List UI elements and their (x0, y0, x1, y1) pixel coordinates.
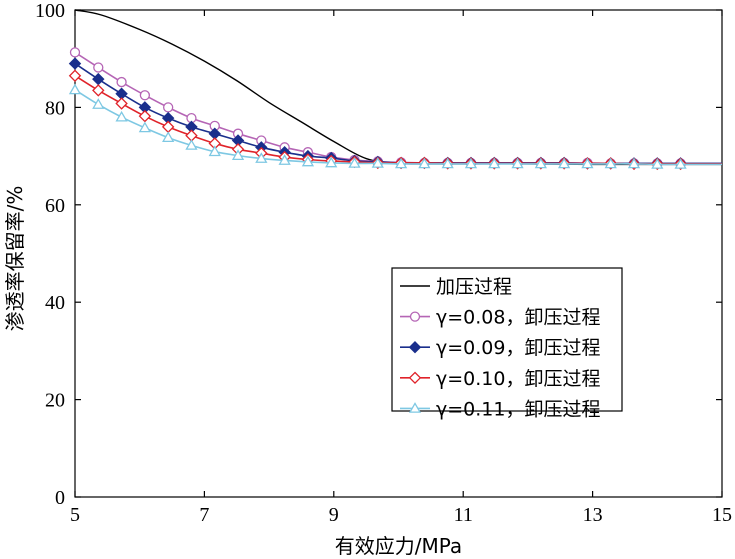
data-point (92, 72, 105, 86)
data-point (534, 157, 547, 169)
data-point (161, 120, 175, 134)
data-point (92, 98, 105, 109)
legend-item: γ=0.10，卸压过程 (400, 368, 600, 390)
legend-marker (409, 311, 421, 322)
series-line (74, 89, 722, 166)
data-point (604, 157, 617, 169)
data-point (138, 121, 151, 133)
data-point (511, 157, 524, 169)
data-point (488, 157, 501, 169)
plot-frame (74, 9, 723, 498)
data-point (116, 76, 127, 88)
data-point (441, 157, 454, 169)
data-point (325, 156, 338, 168)
x-tick-label: 7 (199, 504, 209, 526)
data-point (68, 57, 82, 70)
legend-label: 加压过程 (436, 276, 512, 298)
data-point (348, 157, 361, 168)
data-point (558, 157, 571, 169)
data-point (301, 155, 315, 167)
legend-marker (408, 402, 422, 413)
legend-label: γ=0.11，卸压过程 (436, 398, 600, 420)
data-point (68, 83, 82, 95)
legend-item: γ=0.08，卸压过程 (400, 307, 600, 329)
y-tick-label: 20 (45, 390, 65, 412)
y-tick-label: 60 (45, 195, 65, 217)
data-point (115, 97, 128, 110)
legend-marker (408, 371, 422, 385)
data-point (208, 145, 221, 157)
legend-item: γ=0.11，卸压过程 (400, 398, 600, 420)
x-tick-label: 11 (454, 504, 473, 526)
y-axis-title: 渗透率保留率/% (3, 186, 27, 332)
data-point (115, 110, 128, 122)
legend-item: γ=0.09，卸压过程 (400, 337, 600, 359)
legend-label: γ=0.08，卸压过程 (436, 307, 600, 329)
data-point (231, 149, 245, 161)
x-tick-label: 13 (583, 504, 603, 526)
plot-border (74, 9, 723, 498)
legend-label: γ=0.09，卸压过程 (436, 337, 600, 359)
data-point (255, 152, 268, 163)
y-tick-label: 40 (45, 292, 65, 314)
y-tick-label: 100 (35, 0, 65, 22)
data-point (162, 131, 175, 142)
data-point (138, 109, 152, 123)
y-tick-label: 80 (45, 97, 65, 119)
x-axis-title: 有效应力/MPa (335, 534, 462, 558)
series-line (74, 62, 722, 165)
data-point (627, 157, 641, 169)
x-tick-label: 9 (329, 504, 339, 526)
data-point (371, 157, 384, 168)
data-point (278, 154, 291, 165)
data-point (139, 90, 151, 101)
series-2 (68, 57, 722, 170)
data-point (163, 102, 174, 113)
data-point (185, 139, 198, 150)
series-1 (69, 47, 722, 169)
data-point (394, 157, 408, 169)
x-tick-label: 15 (712, 504, 732, 526)
legend: 加压过程 γ=0.08，卸压过程 γ=0.09，卸压过程 γ=0.10，卸压过程 γ=0… (391, 267, 623, 420)
series-layer (68, 9, 722, 171)
data-point (93, 62, 104, 73)
data-point (68, 69, 82, 82)
data-point (581, 157, 594, 169)
legend-marker (408, 340, 422, 354)
x-tick-label: 5 (70, 504, 80, 526)
data-point (651, 158, 664, 169)
series-4 (68, 83, 722, 169)
data-point (69, 47, 81, 58)
legend-item: 加压过程 (400, 276, 512, 298)
data-point (674, 158, 687, 169)
legend-box (391, 267, 623, 412)
y-tick-label: 0 (55, 487, 65, 509)
data-point (464, 157, 478, 169)
data-point (418, 157, 431, 169)
legend-label: γ=0.10，卸压过程 (436, 368, 600, 390)
data-point (92, 84, 105, 97)
axis-layer: 5 7 9 11 13 15 0 20 40 60 80 100 (35, 0, 732, 526)
